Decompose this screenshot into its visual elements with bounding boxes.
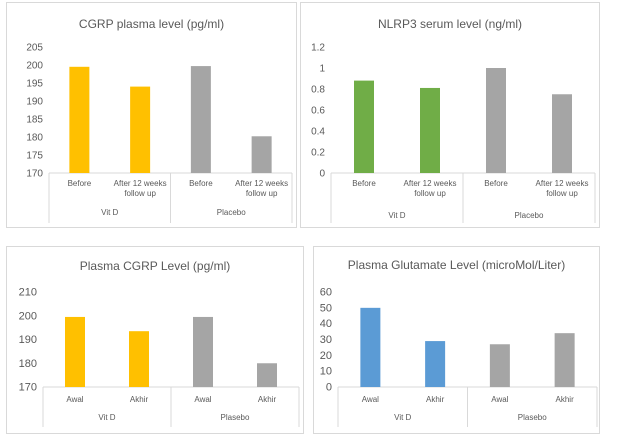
- y-tick-label: 30: [320, 334, 332, 346]
- x-category-label-line: After 12 weeks: [114, 179, 167, 188]
- bar: [486, 68, 506, 173]
- x-group-label: Placebo: [515, 211, 544, 220]
- x-group-label: Placebo: [217, 208, 246, 217]
- x-category-label: Awal: [66, 395, 83, 404]
- x-group-label: Vit D: [388, 211, 405, 220]
- x-category-label-line: After 12 weeks: [235, 179, 288, 188]
- x-category-label: Akhir: [426, 395, 445, 404]
- y-tick-label: 175: [26, 151, 43, 162]
- x-category-label: Before: [484, 179, 508, 188]
- y-tick-label: 200: [26, 61, 43, 72]
- x-category-label-line: follow up: [246, 189, 278, 198]
- x-category-label-line: Awal: [362, 395, 379, 404]
- chart-panel-nlrp3-serum: NLRP3 serum level (ng/ml) 0 0.2 0.4 0.6 0.8 1 1…: [300, 2, 600, 228]
- bar: [69, 66, 90, 173]
- x-category-label: Akhir: [130, 395, 149, 404]
- y-tick-label: 0.4: [311, 127, 325, 138]
- y-tick-label: 195: [26, 79, 43, 90]
- x-category-label: After 12 weeks follow up: [114, 179, 167, 198]
- chart-svg: Plasma CGRP Level (pg/ml) 170 180 190 200 210…: [19, 259, 300, 427]
- x-group-label: Vit D: [101, 208, 118, 217]
- y-tick-label: 190: [19, 334, 37, 346]
- y-tick-label: 200: [19, 310, 37, 322]
- x-category-label-line: Before: [189, 179, 213, 188]
- bar: [489, 344, 510, 387]
- chart-title: Plasma CGRP Level (pg/ml): [80, 259, 231, 273]
- bar: [552, 94, 572, 173]
- chart-svg: Plasma Glutamate Level (microMol/Liter) 0…: [320, 258, 598, 427]
- x-group-label: Vit D: [98, 413, 115, 422]
- x-category-label: After 12 weeks follow up: [235, 179, 288, 198]
- chart-title: Plasma Glutamate Level (microMol/Liter): [348, 258, 565, 272]
- x-category-label: After 12 weeks follow up: [536, 179, 589, 198]
- y-tick-label: 205: [26, 43, 43, 54]
- y-tick-label: 0.6: [311, 106, 325, 117]
- y-tick-label: 20: [320, 350, 332, 362]
- x-category-label-line: After 12 weeks: [536, 179, 589, 188]
- chart-title: CGRP plasma level (pg/ml): [79, 17, 224, 31]
- y-tick-label: 0.8: [311, 85, 325, 96]
- y-tick-label: 1: [319, 64, 325, 75]
- x-category-label: Awal: [491, 395, 508, 404]
- y-tick-label: 180: [19, 358, 37, 370]
- bar: [130, 86, 151, 173]
- y-tick-label: 10: [320, 366, 332, 378]
- x-category-label-line: Akhir: [426, 395, 445, 404]
- y-tick-label: 0: [319, 169, 325, 180]
- y-tick-label: 50: [320, 302, 332, 314]
- y-tick-label: 170: [19, 382, 37, 394]
- bar: [420, 87, 440, 173]
- bar: [554, 333, 575, 387]
- x-category-label: Before: [189, 179, 213, 188]
- bar: [129, 331, 149, 387]
- y-tick-label: 170: [26, 169, 43, 180]
- x-category-label-line: follow up: [546, 189, 578, 198]
- y-tick-label: 180: [26, 133, 43, 144]
- chart-panel-plasma-glutamate: Plasma Glutamate Level (microMol/Liter) 0…: [313, 246, 600, 434]
- x-group-label: Plasebo: [221, 413, 250, 422]
- chart-title: NLRP3 serum level (ng/ml): [378, 17, 522, 31]
- bar: [251, 136, 272, 173]
- chart-panel-plasma-cgrp: Plasma CGRP Level (pg/ml) 170 180 190 200 210…: [6, 246, 304, 434]
- x-category-label-line: Akhir: [556, 395, 575, 404]
- y-tick-label: 0: [326, 382, 332, 394]
- x-category-label: After 12 weeks follow up: [404, 179, 457, 198]
- bar: [257, 363, 277, 387]
- x-category-label-line: After 12 weeks: [404, 179, 457, 188]
- chart-panel-cgrp-plasma: CGRP plasma level (pg/ml) 170 175 180 185 190…: [6, 2, 297, 228]
- y-tick-label: 40: [320, 318, 332, 330]
- x-group-label: Vit D: [394, 413, 411, 422]
- x-category-label-line: Before: [68, 179, 92, 188]
- bar: [354, 80, 374, 173]
- x-category-label-line: Awal: [491, 395, 508, 404]
- x-category-label-line: Awal: [66, 395, 83, 404]
- chart-svg: NLRP3 serum level (ng/ml) 0 0.2 0.4 0.6 0.8 1 1…: [311, 17, 596, 223]
- y-tick-label: 210: [19, 287, 37, 299]
- y-tick-label: 1.2: [311, 43, 325, 54]
- x-category-label: Before: [68, 179, 92, 188]
- x-category-label: Before: [352, 179, 376, 188]
- y-tick-label: 190: [26, 97, 43, 108]
- x-category-label: Awal: [194, 395, 211, 404]
- x-category-label-line: Akhir: [130, 395, 149, 404]
- x-category-label: Awal: [362, 395, 379, 404]
- bar: [190, 66, 211, 173]
- x-category-label-line: Before: [352, 179, 376, 188]
- y-tick-label: 60: [320, 287, 332, 299]
- x-category-label-line: follow up: [124, 189, 156, 198]
- x-group-label: Plasebo: [518, 413, 547, 422]
- y-tick-label: 0.2: [311, 148, 325, 159]
- x-category-label-line: follow up: [414, 189, 446, 198]
- x-category-label: Akhir: [258, 395, 277, 404]
- x-category-label-line: Awal: [194, 395, 211, 404]
- bar: [425, 341, 446, 387]
- x-category-label-line: Before: [484, 179, 508, 188]
- bar: [360, 307, 381, 387]
- chart-svg: CGRP plasma level (pg/ml) 170 175 180 185 190…: [26, 17, 293, 223]
- x-category-label: Akhir: [556, 395, 575, 404]
- y-tick-label: 185: [26, 115, 43, 126]
- x-category-label-line: Akhir: [258, 395, 277, 404]
- bar: [193, 316, 213, 387]
- bar: [65, 316, 85, 387]
